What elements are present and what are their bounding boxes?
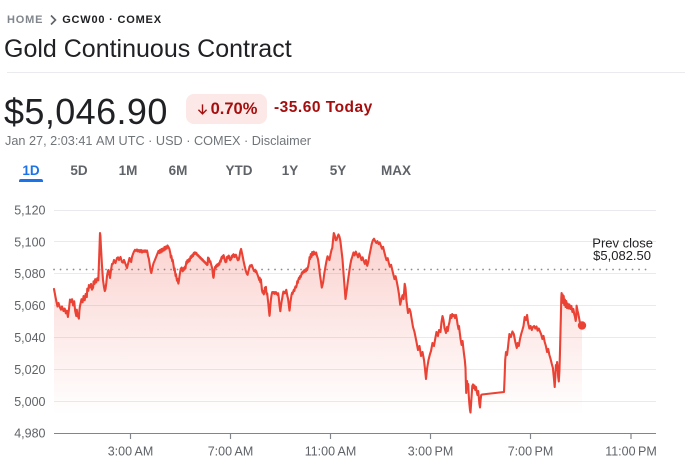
svg-text:$5,082.50: $5,082.50 bbox=[593, 248, 651, 263]
svg-text:11:00 AM: 11:00 AM bbox=[305, 445, 357, 459]
svg-text:7:00 AM: 7:00 AM bbox=[208, 445, 254, 459]
svg-text:3:00 PM: 3:00 PM bbox=[408, 445, 454, 459]
svg-text:4,980: 4,980 bbox=[14, 427, 45, 441]
svg-text:Prev close: Prev close bbox=[592, 235, 653, 250]
svg-text:5,080: 5,080 bbox=[14, 267, 45, 281]
svg-text:5,120: 5,120 bbox=[14, 203, 45, 217]
svg-text:11:00 PM: 11:00 PM bbox=[605, 445, 657, 459]
svg-text:5,000: 5,000 bbox=[14, 395, 45, 409]
svg-text:5,100: 5,100 bbox=[14, 235, 45, 249]
svg-text:5,020: 5,020 bbox=[14, 363, 45, 377]
svg-text:5,060: 5,060 bbox=[14, 299, 45, 313]
svg-text:7:00 PM: 7:00 PM bbox=[508, 445, 554, 459]
svg-text:3:00 AM: 3:00 AM bbox=[108, 445, 154, 459]
svg-text:5,040: 5,040 bbox=[14, 331, 45, 345]
